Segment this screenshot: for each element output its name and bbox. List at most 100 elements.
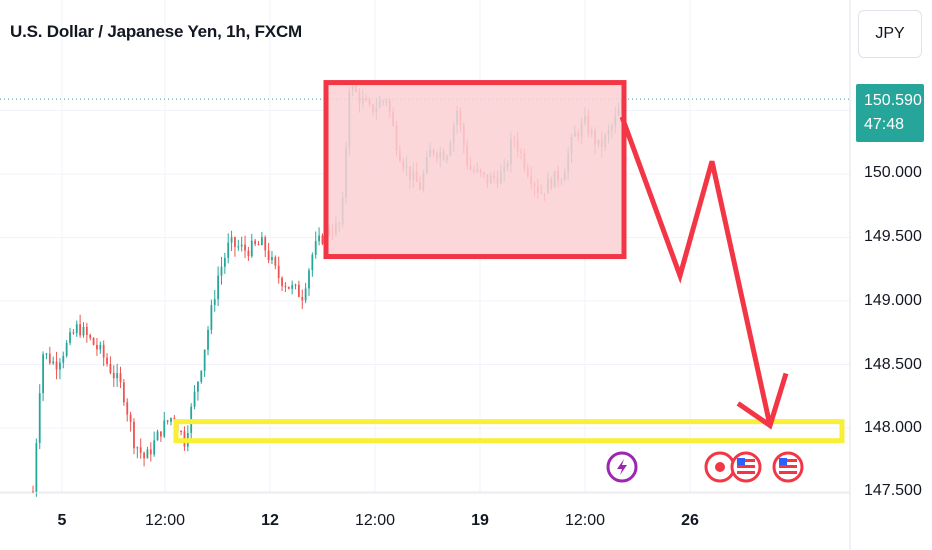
candle-body	[321, 235, 324, 244]
candle-body	[227, 242, 230, 258]
x-tick-label: 12:00	[564, 512, 606, 529]
candle-body	[311, 254, 314, 271]
projection-arrowhead	[736, 372, 789, 430]
support-zone	[173, 419, 845, 444]
last-price-value: 150.590	[864, 92, 922, 109]
candle-body	[193, 391, 196, 407]
candle-body	[297, 284, 300, 297]
candle-body	[217, 275, 220, 300]
x-tick-label: 19	[471, 512, 489, 529]
x-tick-label: 12:00	[354, 512, 396, 529]
candle-body	[257, 244, 260, 246]
candle-body	[42, 354, 44, 394]
candle-body	[69, 332, 71, 343]
projection-arrow	[619, 115, 773, 426]
candle-body	[163, 420, 166, 437]
candle-body	[102, 344, 105, 358]
candle-body	[122, 382, 125, 403]
candle-body	[314, 241, 317, 255]
candle-body	[197, 381, 199, 392]
candle-body	[281, 277, 283, 287]
candle-body	[32, 491, 34, 493]
candle-body	[153, 440, 156, 455]
y-tick-label: 150.000	[864, 164, 922, 181]
x-tick-label: 12	[261, 512, 279, 529]
candle-body	[85, 326, 88, 335]
candle-body	[200, 370, 203, 382]
candle-body	[79, 324, 82, 336]
candle-body	[116, 373, 119, 379]
currency-button[interactable]: JPY	[858, 10, 922, 58]
candle-body	[55, 361, 58, 370]
candle-body	[284, 286, 287, 288]
candle-body	[304, 288, 307, 301]
resistance-zone	[323, 80, 627, 260]
candle-body	[277, 265, 280, 278]
candle-body	[156, 431, 159, 441]
candle-body	[129, 414, 132, 422]
candle-body	[119, 373, 122, 383]
candle-body	[237, 246, 240, 248]
candle-body	[146, 449, 149, 459]
candle-body	[136, 447, 139, 449]
candle-body	[294, 284, 297, 286]
candle-body	[244, 244, 246, 251]
us-flag-event-icon	[772, 451, 804, 483]
candle-body	[159, 431, 162, 437]
candle-body	[75, 324, 78, 334]
candle-body	[210, 304, 213, 330]
candle-body	[45, 353, 48, 355]
candle-body	[89, 334, 92, 339]
candle-body	[143, 452, 145, 459]
candle-body	[149, 449, 152, 455]
candle-body	[139, 447, 142, 453]
candle-body	[213, 299, 216, 305]
candle-body	[220, 266, 223, 276]
x-tick-label: 26	[681, 512, 699, 529]
candle-body	[170, 418, 172, 422]
y-tick-label: 148.500	[864, 356, 922, 373]
candle-body	[247, 250, 250, 257]
candle-body	[274, 257, 277, 266]
us-flag-event-icon	[730, 451, 762, 483]
candle-body	[166, 420, 169, 422]
candle-body	[230, 237, 233, 243]
candle-body	[109, 363, 112, 373]
candle-body	[112, 372, 115, 379]
japan-flag-event-icon	[704, 451, 736, 483]
candle-body	[223, 257, 226, 267]
candle-body	[291, 285, 294, 289]
lightning-event-icon	[606, 451, 638, 483]
candle-body	[72, 332, 75, 334]
candle-body	[267, 250, 270, 261]
candle-body	[38, 393, 41, 444]
x-tick-label: 12:00	[144, 512, 186, 529]
candle-body	[133, 421, 135, 449]
candle-body	[271, 257, 273, 261]
y-tick-label: 148.000	[864, 419, 922, 436]
candle-body	[287, 286, 290, 289]
candle-body	[234, 237, 236, 247]
candle-body	[207, 329, 209, 350]
candle-body	[180, 430, 182, 432]
last-price-tag: 150.590 47:48	[856, 84, 924, 142]
y-tick-label: 149.000	[864, 292, 922, 309]
candle-body	[126, 402, 129, 415]
bar-countdown: 47:48	[864, 116, 905, 133]
y-tick-label: 149.500	[864, 228, 922, 245]
candle-body	[62, 355, 65, 363]
candle-body	[96, 344, 98, 350]
candle-body	[52, 361, 55, 364]
y-tick-label: 147.500	[864, 482, 922, 499]
candle-body	[308, 270, 310, 289]
candle-body	[260, 237, 263, 246]
candle-body	[203, 349, 206, 371]
candle-body	[48, 353, 51, 364]
candle-body	[240, 244, 243, 247]
candle-body	[92, 338, 95, 345]
candle-body	[250, 240, 253, 257]
candle-body	[301, 296, 304, 301]
candle-body	[254, 240, 257, 245]
candle-body	[59, 362, 61, 370]
